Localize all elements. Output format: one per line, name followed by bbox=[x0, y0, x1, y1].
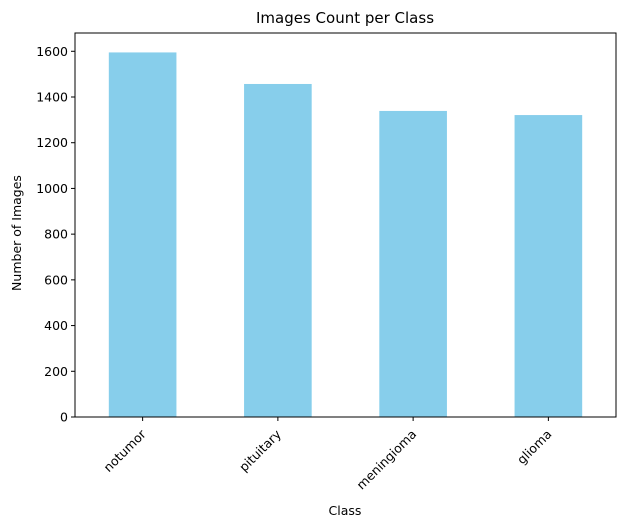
y-tick-label-1200: 1200 bbox=[36, 135, 68, 150]
plot-area: 0 200 400 600 800 1000 1200 1400 1600 notumor pitu… bbox=[36, 32, 617, 493]
y-tick-label-1000: 1000 bbox=[36, 181, 68, 196]
y-axis-label: Number of Images bbox=[9, 175, 24, 291]
y-tick-label-600: 600 bbox=[44, 272, 68, 287]
y-tick-label-800: 800 bbox=[44, 227, 68, 242]
x-tick-label-meningioma: meningioma bbox=[353, 427, 419, 493]
x-tick-label-notumor: notumor bbox=[100, 426, 149, 475]
bar-notumor bbox=[108, 52, 177, 418]
y-tick-label-0: 0 bbox=[60, 410, 68, 425]
x-tick-label-pituitary: pituitary bbox=[236, 426, 284, 474]
y-tick-label-200: 200 bbox=[44, 364, 68, 379]
chart-title: Images Count per Class bbox=[256, 9, 434, 27]
y-tick-label-1400: 1400 bbox=[36, 90, 68, 105]
x-tick-label-glioma: glioma bbox=[514, 427, 555, 468]
bar-glioma bbox=[514, 115, 583, 418]
bar-pituitary bbox=[244, 83, 312, 417]
plot-frame bbox=[74, 32, 617, 418]
y-tick-label-1600: 1600 bbox=[36, 44, 68, 59]
x-axis-label: Class bbox=[329, 503, 362, 518]
bar-meningioma bbox=[379, 110, 447, 417]
y-tick-label-400: 400 bbox=[44, 318, 68, 333]
